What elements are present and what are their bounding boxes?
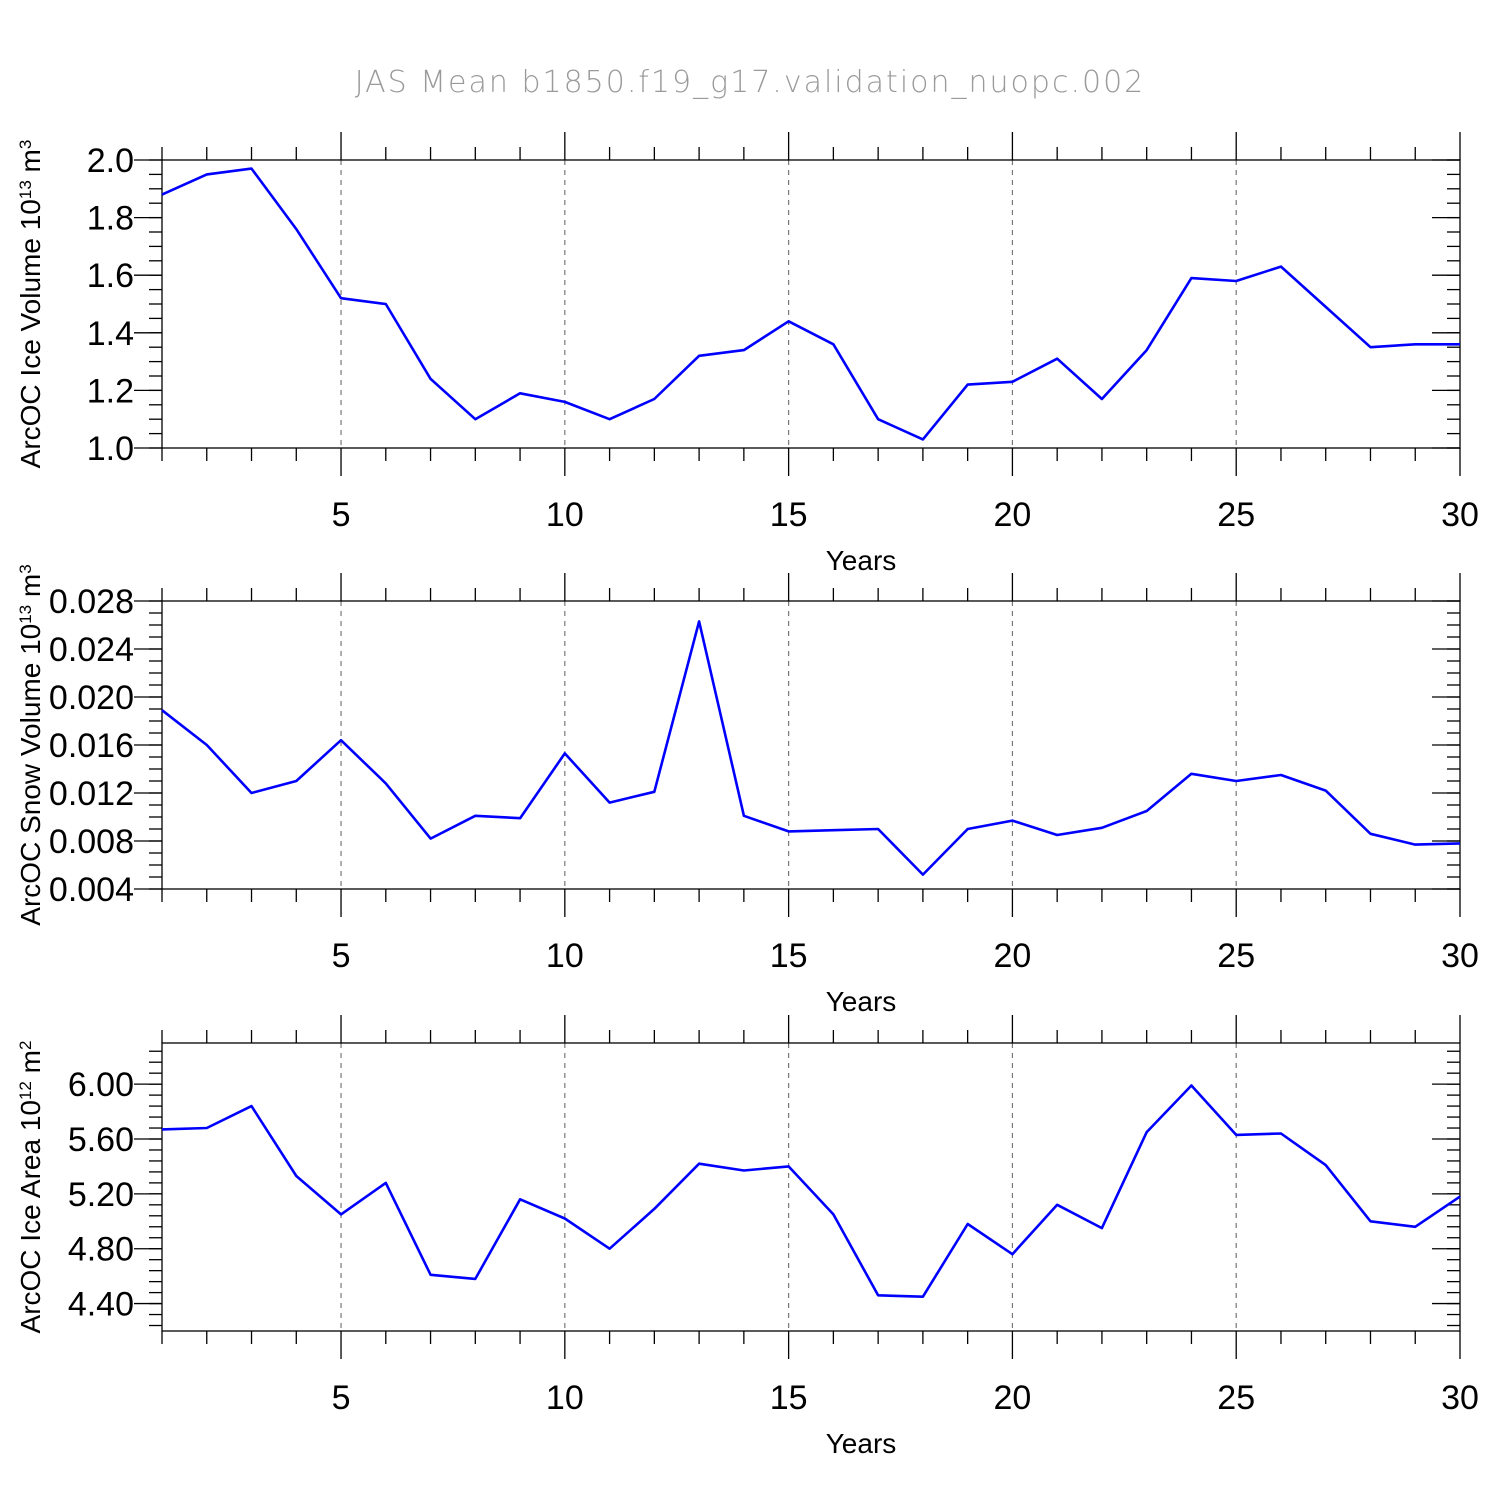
chart-panel-1: 5 10 15 20 25 30 1.0 1.2 1.4 1.6 1.8 2.0 Years ArcOC … [15, 132, 1479, 576]
x-tick-label: 25 [1217, 937, 1255, 975]
x-tick-label: 10 [546, 496, 584, 534]
x-axis-label: Years [826, 545, 897, 576]
x-tick-label: 10 [546, 1379, 584, 1417]
plot-frame [161, 1042, 1461, 1332]
y-tick-label: 0.024 [49, 631, 134, 669]
panels: 5 10 15 20 25 30 1.0 1.2 1.4 1.6 1.8 2.0 Years ArcOC … [15, 132, 1479, 1459]
chart-panel-3: 5 10 15 20 25 30 4.40 4.80 5.20 5.60 6.00 Years ArcO… [15, 1015, 1479, 1459]
x-tick-label: 25 [1217, 1379, 1255, 1417]
y-tick-label: 5.60 [68, 1121, 134, 1159]
y-tick-label: 0.004 [49, 871, 134, 909]
y-tick-label: 1.2 [87, 372, 134, 410]
x-tick-label: 15 [770, 1379, 808, 1417]
x-tick-label: 15 [770, 496, 808, 534]
y-tick-label: 0.012 [49, 775, 134, 813]
y-tick-label: 4.40 [68, 1286, 134, 1324]
chart-panel-2: 5 10 15 20 25 30 0.004 0.008 0.012 0.016 0.020 0.02… [15, 564, 1479, 1017]
series-line [161, 620, 1461, 876]
y-axis-label: ArcOC Snow Volume 1013 m3 [15, 564, 46, 925]
y-tick-label: 1.0 [87, 430, 134, 468]
x-tick-label: 30 [1441, 937, 1479, 975]
y-tick-label: 2.0 [87, 142, 134, 180]
y-axis-label: ArcOC Ice Volume 1013 m3 [15, 140, 46, 469]
y-tick-label: 0.028 [49, 583, 134, 621]
y-tick-label: 0.020 [49, 679, 134, 717]
x-tick-label: 25 [1217, 496, 1255, 534]
x-tick-label: 30 [1441, 1379, 1479, 1417]
x-tick-label: 30 [1441, 496, 1479, 534]
x-tick-label: 5 [332, 937, 351, 975]
series-line [161, 167, 1460, 441]
x-tick-label: 20 [993, 937, 1031, 975]
y-tick-label: 1.4 [87, 315, 134, 353]
x-tick-label: 10 [546, 937, 584, 975]
y-tick-label: 5.20 [68, 1176, 134, 1214]
x-tick-label: 5 [332, 496, 351, 534]
plot-frame [161, 159, 1461, 449]
x-axis-label: Years [826, 986, 897, 1017]
x-tick-label: 15 [770, 937, 808, 975]
plot-frame [161, 600, 1461, 890]
x-axis-label: Years [826, 1428, 897, 1459]
y-tick-label: 1.8 [87, 200, 134, 238]
series-line [161, 1084, 1461, 1298]
y-tick-label: 4.80 [68, 1231, 134, 1269]
y-tick-label: 6.00 [68, 1066, 134, 1104]
y-tick-label: 0.016 [49, 727, 134, 765]
figure-title: JAS Mean b1850.f19_g17.validation_nuopc.… [355, 65, 1146, 100]
x-tick-label: 20 [993, 496, 1031, 534]
y-tick-label: 1.6 [87, 257, 134, 295]
y-tick-label: 0.008 [49, 823, 134, 861]
y-axis-label: ArcOC Ice Area 1012 m2 [15, 1041, 46, 1334]
x-tick-label: 20 [993, 1379, 1031, 1417]
x-tick-label: 5 [332, 1379, 351, 1417]
